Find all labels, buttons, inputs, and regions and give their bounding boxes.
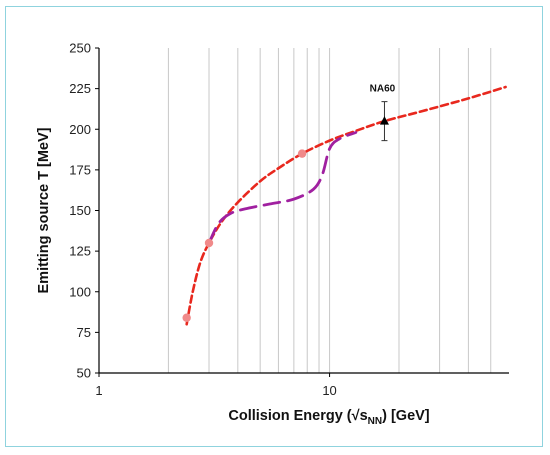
markers (182, 149, 307, 322)
y-tick-label: 50 (77, 366, 91, 381)
data-point-marker (204, 238, 214, 248)
axes (98, 48, 509, 374)
na60-triangle-marker (379, 116, 389, 125)
y-tick-label: 125 (69, 244, 91, 259)
y-tick-label: 75 (77, 325, 91, 340)
chart-frame: 50 75 100 125 150 175 200 225 250 1 10 NA60 Collis… (5, 6, 543, 447)
annotations: NA60 (370, 84, 396, 142)
y-tick-label: 100 (69, 284, 91, 299)
y-tick-label: 200 (69, 122, 91, 137)
na60-label: NA60 (370, 84, 396, 95)
x-axis-title-main: Collision Energy (√s (228, 408, 367, 424)
x-tick-label: 10 (322, 383, 336, 398)
x-axis-title: Collision Energy (√sNN) [GeV] (228, 408, 429, 427)
purple-dashed-series-line (207, 131, 358, 245)
gridlines (167, 48, 492, 373)
red-dashed-series-line (185, 85, 507, 326)
chart: 50 75 100 125 150 175 200 225 250 1 10 NA60 Collis… (36, 41, 509, 427)
y-tick-label: 150 (69, 203, 91, 218)
y-axis-title: Emitting source T [MeV] (36, 127, 52, 293)
y-tick-label: 250 (69, 41, 91, 56)
x-axis-title-sub: NN (368, 416, 382, 427)
series (185, 85, 507, 326)
tick-labels: 50 75 100 125 150 175 200 225 250 1 10 (69, 41, 337, 399)
y-tick-label: 225 (69, 81, 91, 96)
data-point-marker (297, 149, 307, 158)
x-axis-title-tail: ) [GeV] (382, 408, 430, 424)
data-point-marker (182, 313, 191, 322)
y-tick-label: 175 (69, 162, 91, 177)
x-tick-label: 1 (95, 383, 102, 398)
